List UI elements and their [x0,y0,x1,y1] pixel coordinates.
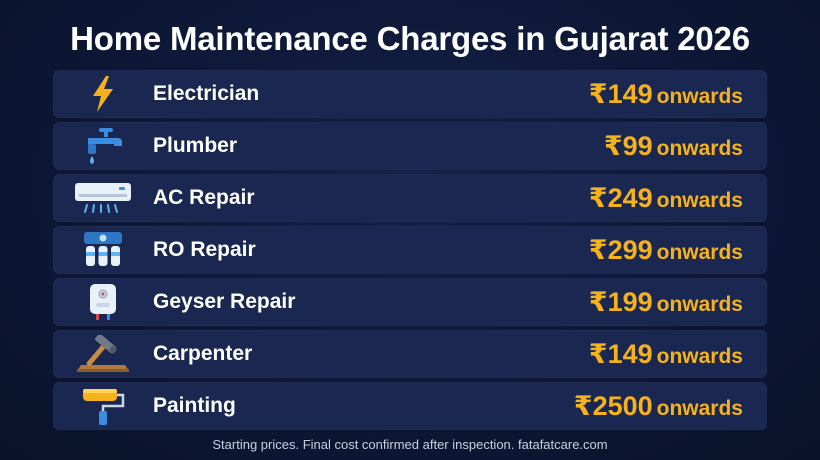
price-amount: ₹299 [588,235,653,265]
service-row-electrician: Electrician ₹149 onwards [53,70,767,118]
page-title: Home Maintenance Charges in Gujarat 2026 [70,20,750,57]
paint-roller-icon [71,386,135,426]
price-suffix: onwards [656,85,743,108]
service-name: AC Repair [153,186,255,209]
service-price: ₹149 onwards [589,70,743,123]
hammer-icon [71,334,135,374]
service-row-carpenter: Carpenter ₹149 onwards [53,330,767,378]
price-amount: ₹149 [588,79,653,109]
footer-note: Starting prices. Final cost confirmed af… [212,437,608,452]
price-amount: ₹199 [588,287,653,317]
service-price: ₹99 onwards [604,122,743,175]
price-amount: ₹149 [588,339,653,369]
price-suffix: onwards [656,293,743,316]
service-name: Electrician [153,82,260,105]
service-name: Plumber [153,134,238,157]
service-row-painting: Painting ₹2500 onwards [53,382,767,430]
price-suffix: onwards [656,345,743,368]
service-row-ac-repair: AC Repair ₹249 onwards [53,174,767,222]
water-heater-icon [71,282,135,322]
service-price: ₹149 onwards [589,330,743,383]
service-price: ₹299 onwards [589,226,743,279]
air-conditioner-icon [71,178,135,218]
service-row-ro-repair: RO Repair ₹299 onwards [53,226,767,274]
service-price: ₹2500 onwards [574,382,743,435]
water-filter-icon [71,230,135,270]
service-price-list: Electrician ₹149 onwards Plumber ₹99 onwar… [53,70,767,434]
service-name: Geyser Repair [153,290,296,313]
lightning-bolt-icon [71,74,135,114]
service-price: ₹199 onwards [589,278,743,331]
price-amount: ₹249 [588,183,653,213]
service-name: Carpenter [153,342,253,365]
price-amount: ₹99 [603,131,653,161]
service-price: ₹249 onwards [589,174,743,227]
service-name: RO Repair [153,238,256,261]
price-suffix: onwards [656,397,743,420]
price-amount: ₹2500 [573,391,653,421]
service-name: Painting [153,394,236,417]
price-suffix: onwards [656,137,743,160]
price-suffix: onwards [656,241,743,264]
service-row-plumber: Plumber ₹99 onwards [53,122,767,170]
service-row-geyser-repair: Geyser Repair ₹199 onwards [53,278,767,326]
water-tap-icon [71,126,135,166]
price-suffix: onwards [656,189,743,212]
